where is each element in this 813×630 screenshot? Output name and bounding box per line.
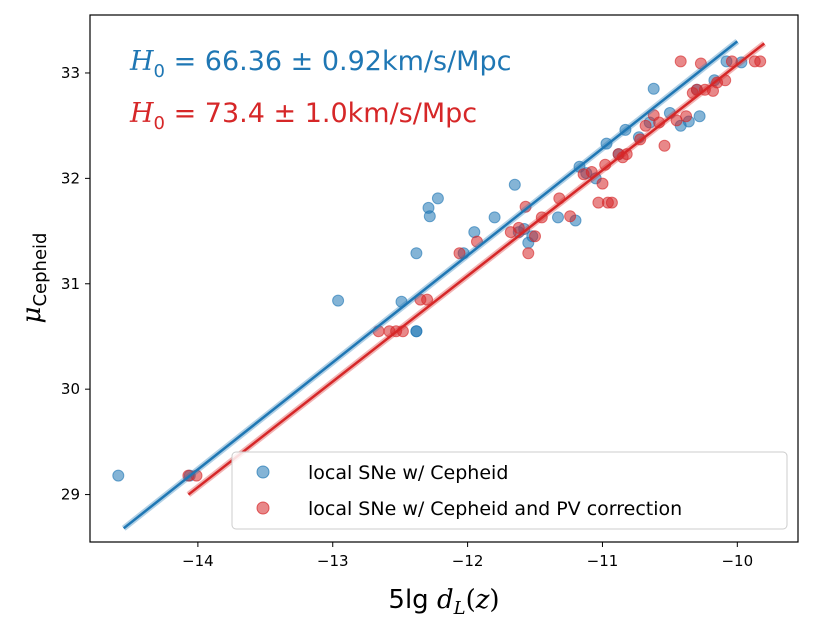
x-axis: −14 −13 −12 −11 −10 xyxy=(182,542,753,570)
point-cepheid xyxy=(488,211,501,224)
point-cepheid xyxy=(410,325,423,338)
legend-marker-cepheid xyxy=(256,465,270,479)
legend: local SNe w/ Cepheid local SNe w/ Cephei… xyxy=(231,451,788,530)
annotation-h0-cepheid: H0 = 66.36 ± 0.92km/s/Mpc xyxy=(129,46,511,82)
fit-line-pv xyxy=(187,42,766,496)
point-pv-corrected xyxy=(596,177,609,190)
point-pv-corrected xyxy=(529,230,541,243)
fit-lines xyxy=(121,39,767,531)
point-cepheid xyxy=(552,211,564,224)
y-tick-label: 30 xyxy=(61,380,80,398)
y-tick-label: 33 xyxy=(61,64,80,82)
x-tick-label: −14 xyxy=(182,552,214,570)
point-cepheid xyxy=(647,82,660,95)
x-tick-label: −13 xyxy=(317,552,349,570)
x-tick-label: −10 xyxy=(721,552,753,570)
point-pv-corrected xyxy=(522,247,535,260)
point-pv-corrected xyxy=(680,110,693,123)
point-cepheid xyxy=(410,247,423,260)
point-cepheid xyxy=(508,178,521,191)
point-pv-corrected xyxy=(725,55,738,68)
point-pv-corrected xyxy=(658,139,671,152)
point-cepheid xyxy=(693,110,706,123)
fit-line-cepheid xyxy=(122,40,739,530)
point-pv-corrected xyxy=(564,210,577,223)
axes-frame xyxy=(89,14,799,543)
y-axis: 29 30 31 32 33 xyxy=(61,64,90,504)
legend-label-pv: local SNe w/ Cepheid and PV correction xyxy=(308,498,682,520)
y-tick-label: 29 xyxy=(61,486,80,504)
point-pv-corrected xyxy=(639,119,652,132)
legend-marker-pv xyxy=(256,501,270,515)
legend-box xyxy=(231,451,788,530)
point-pv-corrected xyxy=(512,221,525,234)
y-tick-label: 32 xyxy=(61,169,80,187)
point-pv-corrected xyxy=(605,196,618,209)
x-axis-label: 5lg dL(z) xyxy=(388,585,499,619)
x-tick-label: −12 xyxy=(452,552,484,570)
y-tick-label: 31 xyxy=(61,275,80,293)
legend-label-cepheid: local SNe w/ Cepheid xyxy=(308,462,508,484)
point-pv-corrected xyxy=(519,200,532,213)
y-axis-label: μCepheid xyxy=(17,233,51,324)
x-tick-label: −11 xyxy=(587,552,619,570)
point-cepheid xyxy=(423,210,436,223)
point-cepheid xyxy=(332,294,345,307)
point-cepheid xyxy=(112,469,125,482)
annotation-h0-pv: H0 = 73.4 ± 1.0km/s/Mpc xyxy=(129,98,477,134)
point-pv-corrected xyxy=(754,55,767,68)
point-cepheid xyxy=(431,192,444,205)
point-pv-corrected xyxy=(421,293,434,306)
point-pv-corrected xyxy=(674,55,687,68)
point-pv-corrected xyxy=(453,247,466,260)
